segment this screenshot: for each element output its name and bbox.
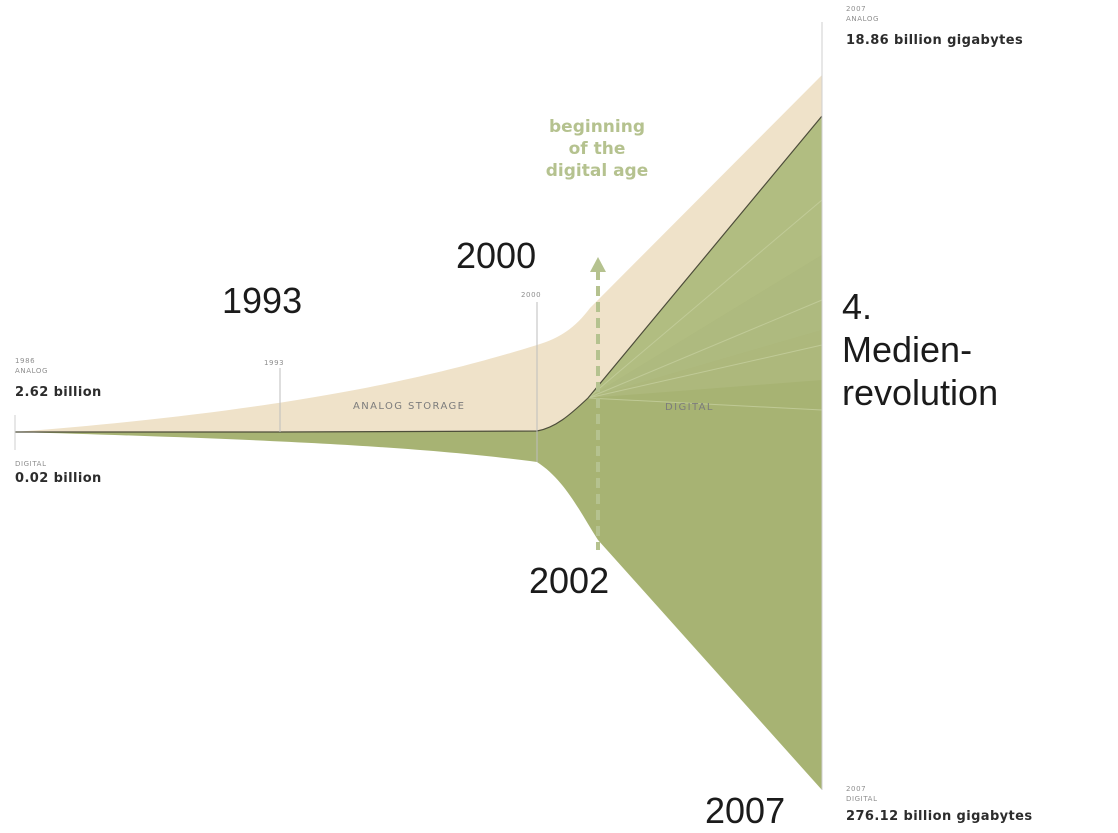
overlay-year-2002: 2002: [529, 560, 610, 601]
annotation-line: beginning: [549, 117, 645, 137]
end-digital-value: 276.12 billion gigabytes: [846, 809, 1033, 824]
slide-title-line: 4.: [842, 286, 873, 327]
digital-age-annotation: beginning of the digital age: [522, 116, 672, 182]
end-analog-year: 2007: [846, 5, 867, 13]
end-digital-tag: DIGITAL: [846, 795, 878, 803]
end-digital-year: 2007: [846, 785, 867, 793]
overlay-year-2007: 2007: [705, 790, 786, 831]
digital-fan-lines: [587, 199, 823, 411]
start-analog-tag: ANALOG: [15, 367, 48, 375]
end-analog-value: 18.86 billion gigabytes: [846, 33, 1024, 48]
slide-title: 4. Medien- revolution: [842, 285, 998, 415]
annotation-line: of the: [568, 139, 626, 160]
start-digital-tag: DIGITAL: [15, 460, 47, 468]
analog-digital-boundary: [15, 115, 823, 433]
tick-2000-label: 2000: [521, 291, 542, 299]
start-analog-value: 2.62 billion: [15, 385, 102, 400]
slide-title-line: Medien-: [842, 329, 973, 371]
end-analog-tag: ANALOG: [846, 15, 879, 23]
annotation-line: digital age: [545, 161, 649, 182]
digital-subband: [588, 255, 822, 398]
start-digital-value: 0.02 billion: [15, 471, 102, 486]
digital-subband: [588, 330, 822, 398]
analog-area: [15, 75, 822, 432]
digital-area: [15, 116, 822, 790]
start-year-label: 1986: [15, 357, 36, 365]
overlay-year-2000: 2000: [456, 235, 537, 276]
tick-1993-label: 1993: [264, 359, 285, 367]
slide-title-line: revolution: [842, 372, 999, 414]
analog-band-label: ANALOG STORAGE: [353, 401, 466, 412]
digital-band-label: DIGITAL: [665, 402, 714, 413]
digital-age-arrowhead: [590, 257, 606, 272]
overlay-year-1993: 1993: [222, 280, 303, 321]
